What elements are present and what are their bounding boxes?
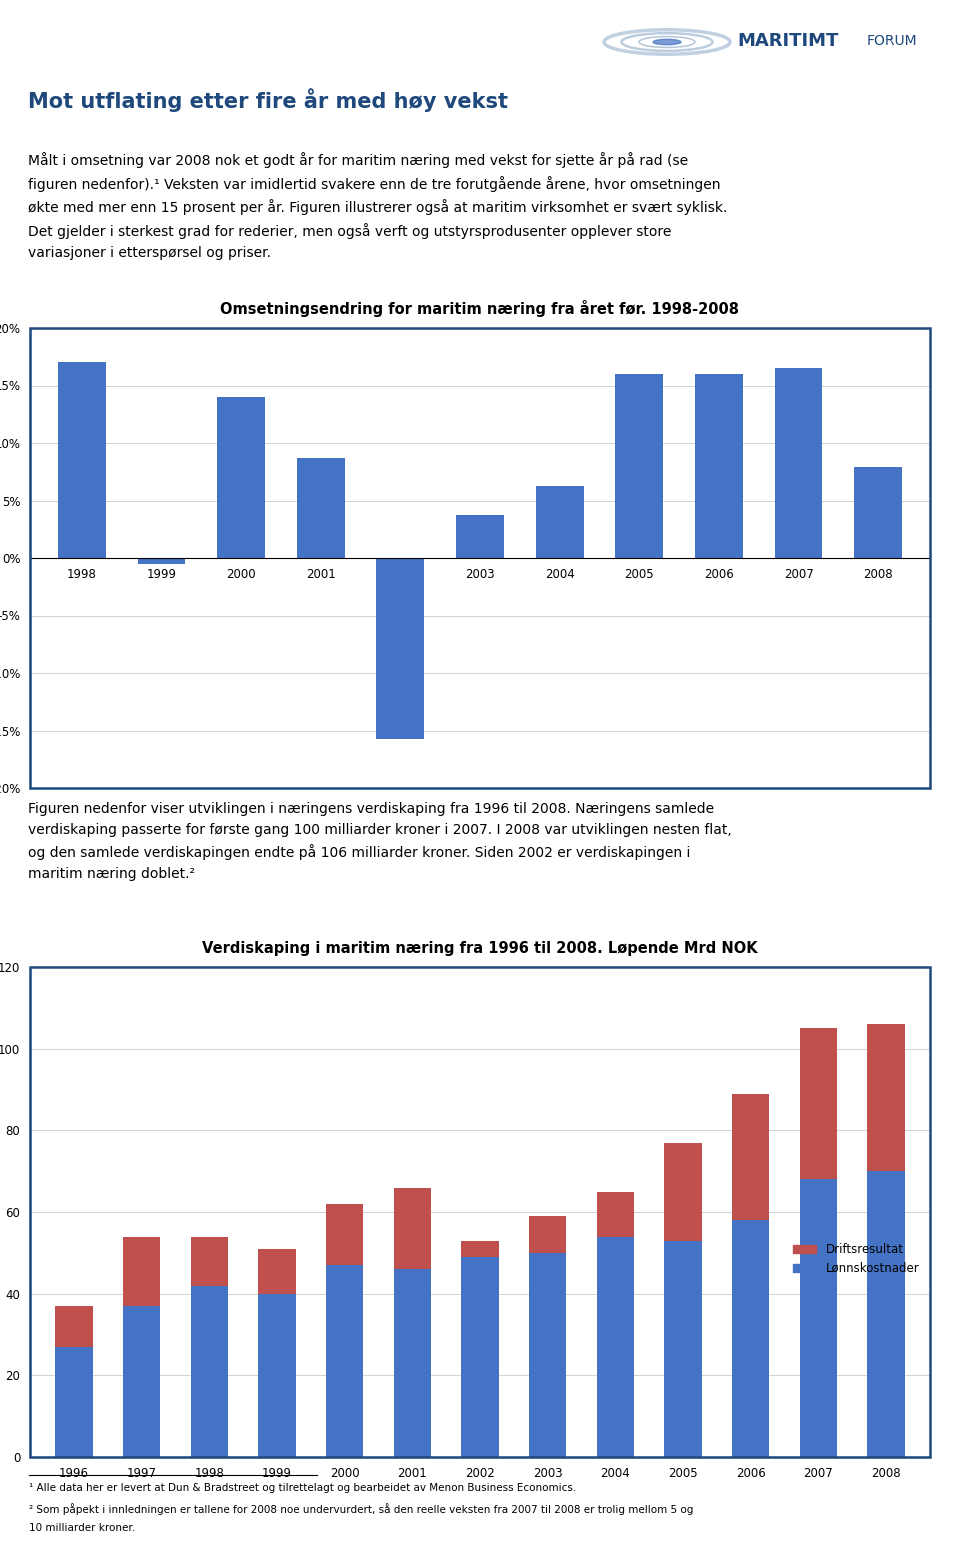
Circle shape <box>653 39 681 45</box>
Text: ¹ Alle data her er levert at Dun & Bradstreet og tilrettelagt og bearbeidet av M: ¹ Alle data her er levert at Dun & Brads… <box>29 1483 576 1492</box>
Bar <box>217 396 265 557</box>
Bar <box>394 1269 431 1457</box>
Bar <box>664 1142 702 1240</box>
Bar <box>56 1347 92 1457</box>
Bar <box>775 368 823 557</box>
Bar <box>597 1237 634 1457</box>
Bar <box>615 375 663 557</box>
Bar <box>123 1307 160 1457</box>
Bar <box>56 1307 92 1347</box>
Bar <box>462 1240 498 1257</box>
Text: Mot utflating etter fire år med høy vekst: Mot utflating etter fire år med høy veks… <box>28 88 508 111</box>
Bar <box>191 1237 228 1285</box>
Bar <box>123 1237 160 1307</box>
Bar <box>326 1265 363 1457</box>
Bar <box>529 1217 566 1252</box>
Bar <box>597 1192 634 1237</box>
Bar <box>536 486 584 557</box>
Bar <box>854 467 902 557</box>
Title: Omsetningsendring for maritim næring fra året før. 1998-2008: Omsetningsendring for maritim næring fra… <box>221 300 739 317</box>
Bar <box>732 1093 769 1220</box>
Bar <box>868 1025 904 1172</box>
Text: ² Som påpekt i innledningen er tallene for 2008 noe undervurdert, så den reelle : ² Som påpekt i innledningen er tallene f… <box>29 1503 693 1515</box>
Bar <box>732 1220 769 1457</box>
Bar <box>58 362 106 557</box>
Title: Verdiskaping i maritim næring fra 1996 til 2008. Løpende Mrd NOK: Verdiskaping i maritim næring fra 1996 t… <box>203 941 757 957</box>
Bar <box>394 1187 431 1269</box>
Bar <box>191 1285 228 1457</box>
Bar <box>800 1028 837 1180</box>
Bar <box>664 1240 702 1457</box>
Bar <box>297 458 345 557</box>
Legend: Driftsresultat, Lønnskostnader: Driftsresultat, Lønnskostnader <box>788 1238 924 1280</box>
Bar <box>529 1252 566 1457</box>
Text: Figuren nedenfor viser utviklingen i næringens verdiskaping fra 1996 til 2008. N: Figuren nedenfor viser utviklingen i nær… <box>28 802 732 881</box>
Bar <box>376 557 424 738</box>
Bar <box>456 515 504 557</box>
Bar <box>695 375 743 557</box>
Text: Målt i omsetning var 2008 nok et godt år for maritim næring med vekst for sjette: Målt i omsetning var 2008 nok et godt år… <box>28 152 728 260</box>
Text: MARITIMT: MARITIMT <box>737 31 838 50</box>
Bar <box>258 1294 296 1457</box>
Bar <box>800 1180 837 1457</box>
Text: 10 milliarder kroner.: 10 milliarder kroner. <box>29 1523 135 1533</box>
Bar <box>137 557 185 563</box>
Bar <box>258 1249 296 1294</box>
Bar <box>868 1172 904 1457</box>
Bar <box>326 1204 363 1265</box>
Text: FORUM: FORUM <box>867 34 917 48</box>
Bar <box>462 1257 498 1457</box>
